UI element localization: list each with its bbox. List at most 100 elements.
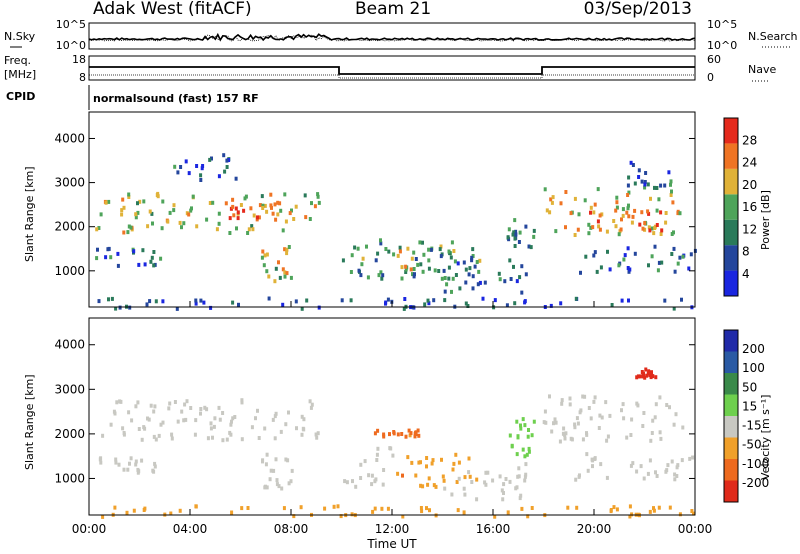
data-cell <box>417 433 421 438</box>
data-cell <box>500 488 504 493</box>
velocity-colorbar-tick: 15 <box>742 399 757 413</box>
data-cell <box>447 249 451 254</box>
data-cell <box>152 434 156 439</box>
velocity-colorbar-swatch <box>724 480 738 502</box>
data-cell <box>650 254 654 259</box>
data-cell <box>513 236 517 241</box>
data-cell <box>508 258 512 263</box>
data-cell <box>152 409 156 414</box>
velocity-colorbar-swatch <box>724 394 738 416</box>
cpid-text: normalsound (fast) 157 RF <box>93 92 259 105</box>
data-cell <box>260 194 264 199</box>
data-cell <box>235 226 238 231</box>
data-cell <box>506 235 510 240</box>
data-cell <box>599 462 603 467</box>
data-cell <box>148 299 152 304</box>
data-cell <box>379 241 383 246</box>
data-cell <box>400 432 404 436</box>
data-cell <box>283 192 287 197</box>
data-cell <box>205 217 209 222</box>
data-cell <box>300 306 304 311</box>
data-cell <box>493 298 497 303</box>
data-cell <box>643 182 647 187</box>
data-cell <box>646 209 650 214</box>
data-cell <box>426 482 430 487</box>
data-cell <box>257 215 261 220</box>
data-cell <box>301 426 305 431</box>
data-cell <box>408 433 412 438</box>
data-cell <box>341 258 345 263</box>
data-cell <box>652 231 656 236</box>
data-cell <box>627 175 631 180</box>
data-cell <box>631 461 635 466</box>
data-cell <box>416 428 420 433</box>
data-cell <box>340 298 344 303</box>
data-cell <box>659 232 663 236</box>
data-cell <box>172 208 176 213</box>
data-cell <box>641 374 645 379</box>
data-cell <box>449 255 453 260</box>
data-cell <box>176 419 180 424</box>
data-cell <box>457 460 461 465</box>
data-cell <box>172 203 176 208</box>
data-cell <box>518 275 522 280</box>
data-cell <box>573 425 577 430</box>
data-cell <box>520 264 524 269</box>
data-cell <box>189 406 193 410</box>
data-cell <box>688 456 692 461</box>
data-cell <box>417 460 421 465</box>
data-cell <box>635 375 639 380</box>
data-cell <box>264 462 268 467</box>
data-cell <box>507 227 511 232</box>
data-cell <box>438 247 442 252</box>
data-cell <box>191 194 195 199</box>
data-cell <box>381 482 385 487</box>
data-cell <box>283 274 287 279</box>
data-cell <box>573 422 577 427</box>
data-cell <box>138 199 142 204</box>
nave-tick-high: 60 <box>707 53 721 66</box>
data-cell <box>414 432 418 436</box>
data-cell <box>646 471 650 476</box>
data-cell <box>577 212 581 217</box>
data-cell <box>669 182 672 187</box>
data-cell <box>643 221 647 226</box>
data-cell <box>269 203 273 208</box>
data-cell <box>152 250 156 254</box>
data-cell <box>642 371 645 376</box>
data-cell <box>159 256 163 261</box>
data-cell <box>453 259 457 264</box>
data-cell <box>261 249 265 254</box>
data-cell <box>251 227 255 232</box>
data-cell <box>179 165 183 169</box>
data-cell <box>593 457 597 461</box>
data-cell <box>670 232 674 236</box>
data-cell <box>512 230 516 235</box>
data-cell <box>678 255 682 260</box>
data-cell <box>506 510 510 515</box>
data-cell <box>153 464 157 469</box>
data-cell <box>633 251 637 256</box>
data-cell <box>525 452 529 457</box>
data-cell <box>422 252 426 257</box>
data-cell <box>242 208 246 213</box>
data-cell <box>430 461 434 466</box>
data-cell <box>283 247 287 252</box>
data-cell <box>550 429 554 434</box>
data-cell <box>154 437 158 442</box>
data-cell <box>420 509 424 514</box>
data-cell <box>414 257 418 261</box>
data-cell <box>410 460 414 465</box>
power-ylabel: Slant Range [km] <box>23 166 36 262</box>
data-cell <box>648 228 652 233</box>
data-cell <box>668 405 671 410</box>
data-cell <box>550 200 554 205</box>
data-cell <box>170 436 174 441</box>
data-cell <box>626 183 630 188</box>
data-cell <box>387 249 391 254</box>
data-cell <box>349 298 353 303</box>
noise-left-tick-high: 10^5 <box>56 18 86 31</box>
data-cell <box>437 269 441 273</box>
data-cell <box>508 479 512 484</box>
